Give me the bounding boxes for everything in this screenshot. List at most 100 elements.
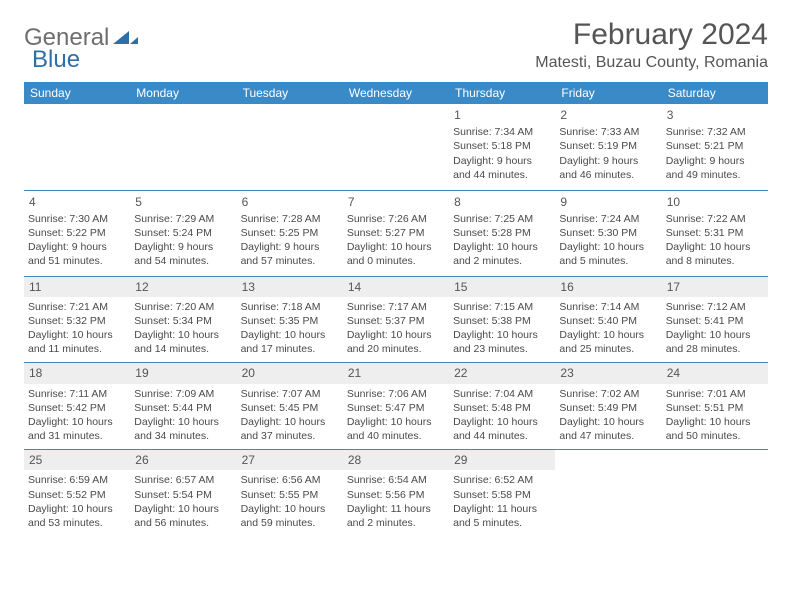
calendar-day-cell: 17Sunrise: 7:12 AMSunset: 5:41 PMDayligh… [662, 276, 768, 363]
day-details: Sunrise: 7:17 AMSunset: 5:37 PMDaylight:… [347, 300, 445, 357]
day-number: 3 [666, 107, 764, 125]
day-number: 11 [24, 277, 130, 297]
weekday-header-row: Sunday Monday Tuesday Wednesday Thursday… [24, 82, 768, 104]
day-number: 5 [134, 194, 232, 212]
day-details: Sunrise: 7:21 AMSunset: 5:32 PMDaylight:… [28, 300, 126, 357]
weekday-header: Sunday [24, 82, 130, 104]
day-number: 8 [453, 194, 551, 212]
calendar-day-cell: 5Sunrise: 7:29 AMSunset: 5:24 PMDaylight… [130, 190, 236, 276]
day-number: 13 [237, 277, 343, 297]
calendar-day-cell: 28 Sunrise: 6:54 AMSunset: 5:56 PMDayligh… [343, 450, 449, 536]
calendar-day-cell: 2Sunrise: 7:33 AMSunset: 5:19 PMDaylight… [555, 104, 661, 190]
day-details: Sunrise: 7:20 AMSunset: 5:34 PMDaylight:… [134, 300, 232, 357]
calendar-day-cell [555, 450, 661, 536]
header: General February 2024 Matesti, Buzau Cou… [24, 18, 768, 72]
day-details: Sunrise: 6:52 AMSunset: 5:58 PMDaylight:… [453, 473, 551, 530]
brand-part2: Blue [32, 46, 80, 74]
calendar-day-cell: 19 Sunrise: 7:09 AMSunset: 5:44 PMDayligh… [130, 363, 236, 450]
day-number: 1 [453, 107, 551, 125]
calendar-day-cell: 20Sunrise: 7:07 AMSunset: 5:45 PMDayligh… [237, 363, 343, 450]
calendar-day-cell: 3Sunrise: 7:32 AMSunset: 5:21 PMDaylight… [662, 104, 768, 190]
weekday-header: Thursday [449, 82, 555, 104]
day-number: 23 [555, 363, 661, 383]
location: Matesti, Buzau County, Romania [535, 54, 768, 72]
calendar-day-cell: 11 Sunrise: 7:21 AMSunset: 5:32 PMDayligh… [24, 276, 130, 363]
calendar-day-cell: 7Sunrise: 7:26 AMSunset: 5:27 PMDaylight… [343, 190, 449, 276]
calendar-day-cell: 6Sunrise: 7:28 AMSunset: 5:25 PMDaylight… [237, 190, 343, 276]
day-number: 28 [343, 450, 449, 470]
weekday-header: Friday [555, 82, 661, 104]
day-details: Sunrise: 7:09 AMSunset: 5:44 PMDaylight:… [134, 387, 232, 444]
calendar-day-cell: 13Sunrise: 7:18 AMSunset: 5:35 PMDayligh… [237, 276, 343, 363]
calendar-week-row: 11 Sunrise: 7:21 AMSunset: 5:32 PMDayligh… [24, 276, 768, 363]
calendar-day-cell: 24 Sunrise: 7:01 AMSunset: 5:51 PMDayligh… [662, 363, 768, 450]
day-number: 14 [343, 277, 449, 297]
day-details: Sunrise: 7:33 AMSunset: 5:19 PMDaylight:… [559, 125, 657, 182]
calendar-week-row: 18Sunrise: 7:11 AMSunset: 5:42 PMDayligh… [24, 363, 768, 450]
calendar-day-cell: 10Sunrise: 7:22 AMSunset: 5:31 PMDayligh… [662, 190, 768, 276]
day-details: Sunrise: 7:06 AMSunset: 5:47 PMDaylight:… [347, 387, 445, 444]
calendar-week-row: 25 Sunrise: 6:59 AMSunset: 5:52 PMDayligh… [24, 450, 768, 536]
day-details: Sunrise: 7:14 AMSunset: 5:40 PMDaylight:… [559, 300, 657, 357]
calendar-table: Sunday Monday Tuesday Wednesday Thursday… [24, 82, 768, 536]
day-number: 29 [449, 450, 555, 470]
calendar-day-cell: 18Sunrise: 7:11 AMSunset: 5:42 PMDayligh… [24, 363, 130, 450]
calendar-day-cell: 1Sunrise: 7:34 AMSunset: 5:18 PMDaylight… [449, 104, 555, 190]
day-number: 22 [449, 363, 555, 383]
calendar-day-cell [662, 450, 768, 536]
day-details: Sunrise: 7:25 AMSunset: 5:28 PMDaylight:… [453, 212, 551, 269]
weekday-header: Monday [130, 82, 236, 104]
day-details: Sunrise: 7:34 AMSunset: 5:18 PMDaylight:… [453, 125, 551, 182]
day-number: 10 [666, 194, 764, 212]
day-details: Sunrise: 7:28 AMSunset: 5:25 PMDaylight:… [241, 212, 339, 269]
day-number: 7 [347, 194, 445, 212]
day-details: Sunrise: 6:57 AMSunset: 5:54 PMDaylight:… [134, 473, 232, 530]
calendar-day-cell: 29 Sunrise: 6:52 AMSunset: 5:58 PMDayligh… [449, 450, 555, 536]
calendar-day-cell: 14 Sunrise: 7:17 AMSunset: 5:37 PMDayligh… [343, 276, 449, 363]
calendar-day-cell: 8Sunrise: 7:25 AMSunset: 5:28 PMDaylight… [449, 190, 555, 276]
calendar-day-cell [237, 104, 343, 190]
brand-triangle-icon [113, 24, 139, 52]
day-number: 24 [662, 363, 768, 383]
calendar-day-cell: 4Sunrise: 7:30 AMSunset: 5:22 PMDaylight… [24, 190, 130, 276]
day-number: 9 [559, 194, 657, 212]
day-details: Sunrise: 7:24 AMSunset: 5:30 PMDaylight:… [559, 212, 657, 269]
day-number: 26 [130, 450, 236, 470]
calendar-day-cell [130, 104, 236, 190]
calendar-day-cell: 23Sunrise: 7:02 AMSunset: 5:49 PMDayligh… [555, 363, 661, 450]
day-details: Sunrise: 6:59 AMSunset: 5:52 PMDaylight:… [28, 473, 126, 530]
day-details: Sunrise: 6:54 AMSunset: 5:56 PMDaylight:… [347, 473, 445, 530]
day-details: Sunrise: 7:22 AMSunset: 5:31 PMDaylight:… [666, 212, 764, 269]
calendar-week-row: 1Sunrise: 7:34 AMSunset: 5:18 PMDaylight… [24, 104, 768, 190]
calendar-day-cell: 21 Sunrise: 7:06 AMSunset: 5:47 PMDayligh… [343, 363, 449, 450]
day-details: Sunrise: 7:30 AMSunset: 5:22 PMDaylight:… [28, 212, 126, 269]
calendar-day-cell: 22 Sunrise: 7:04 AMSunset: 5:48 PMDayligh… [449, 363, 555, 450]
month-title: February 2024 [535, 18, 768, 52]
calendar-day-cell: 16 Sunrise: 7:14 AMSunset: 5:40 PMDayligh… [555, 276, 661, 363]
day-details: Sunrise: 6:56 AMSunset: 5:55 PMDaylight:… [241, 473, 339, 530]
day-number: 6 [241, 194, 339, 212]
day-details: Sunrise: 7:12 AMSunset: 5:41 PMDaylight:… [666, 300, 764, 357]
day-number: 2 [559, 107, 657, 125]
calendar-day-cell: 25 Sunrise: 6:59 AMSunset: 5:52 PMDayligh… [24, 450, 130, 536]
day-number: 19 [130, 363, 236, 383]
day-number: 27 [237, 450, 343, 470]
day-details: Sunrise: 7:29 AMSunset: 5:24 PMDaylight:… [134, 212, 232, 269]
day-number: 25 [24, 450, 130, 470]
day-number: 15 [449, 277, 555, 297]
day-number: 21 [343, 363, 449, 383]
day-details: Sunrise: 7:01 AMSunset: 5:51 PMDaylight:… [666, 387, 764, 444]
weekday-header: Saturday [662, 82, 768, 104]
calendar-day-cell: 12Sunrise: 7:20 AMSunset: 5:34 PMDayligh… [130, 276, 236, 363]
day-number: 20 [237, 363, 343, 383]
day-number: 4 [28, 194, 126, 212]
calendar-day-cell: 26 Sunrise: 6:57 AMSunset: 5:54 PMDayligh… [130, 450, 236, 536]
weekday-header: Wednesday [343, 82, 449, 104]
day-details: Sunrise: 7:04 AMSunset: 5:48 PMDaylight:… [453, 387, 551, 444]
day-details: Sunrise: 7:15 AMSunset: 5:38 PMDaylight:… [453, 300, 551, 357]
calendar-week-row: 4Sunrise: 7:30 AMSunset: 5:22 PMDaylight… [24, 190, 768, 276]
day-details: Sunrise: 7:32 AMSunset: 5:21 PMDaylight:… [666, 125, 764, 182]
day-number: 16 [555, 277, 661, 297]
calendar-day-cell: 9Sunrise: 7:24 AMSunset: 5:30 PMDaylight… [555, 190, 661, 276]
calendar-day-cell: 15 Sunrise: 7:15 AMSunset: 5:38 PMDayligh… [449, 276, 555, 363]
